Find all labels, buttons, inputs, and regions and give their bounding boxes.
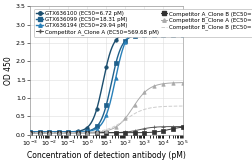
Y-axis label: OD 450: OD 450 bbox=[4, 56, 13, 85]
X-axis label: Concentration of detection antibody (pM): Concentration of detection antibody (pM) bbox=[27, 151, 185, 160]
Legend: GTX636100 (EC50=6.72 pM), GTX636099 (EC50=18.31 pM), GTX636194 (EC50=29.94 pM), : GTX636100 (EC50=6.72 pM), GTX636099 (EC5… bbox=[34, 9, 252, 37]
